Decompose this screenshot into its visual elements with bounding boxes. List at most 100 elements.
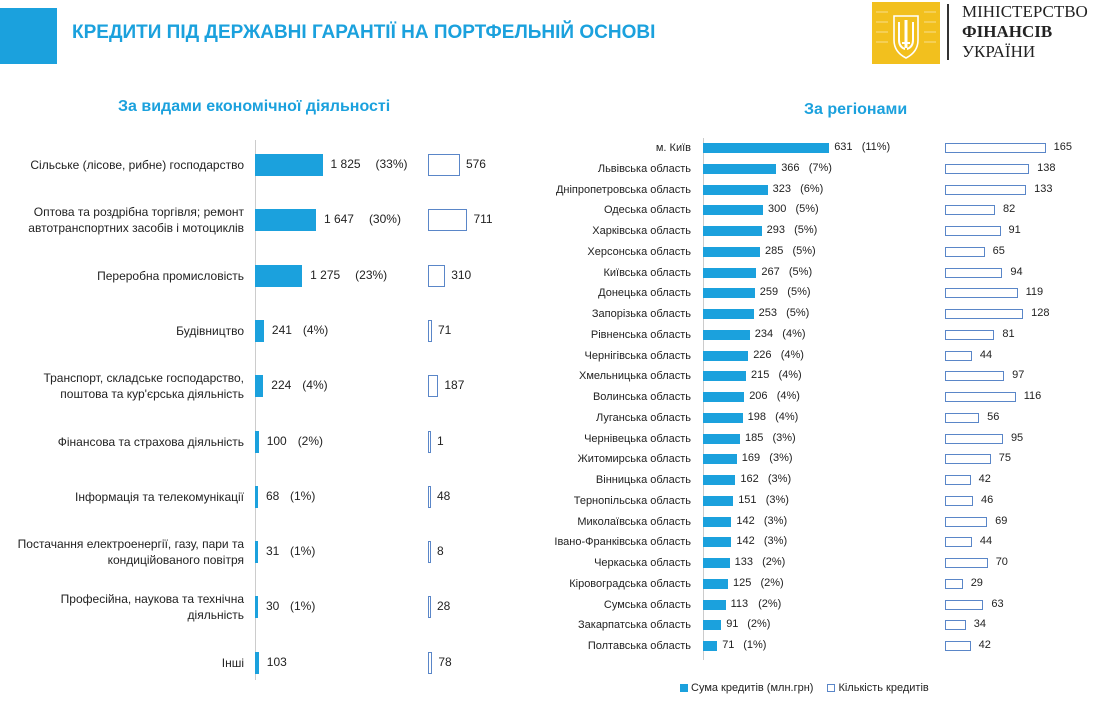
region-count-bar xyxy=(945,329,995,340)
ministry-name: МІНІСТЕРСТВО ФІНАНСІВ УКРАЇНИ xyxy=(962,2,1088,62)
region-sum-value-label: 215 xyxy=(751,369,770,382)
sum-value-label: 1 647 xyxy=(323,212,354,227)
region-count-value-label: 69 xyxy=(995,514,1008,527)
region-sum-value-label: 293 xyxy=(766,224,785,236)
region-share-label: (6%) xyxy=(800,182,824,195)
sum-value-label: 100 xyxy=(266,433,287,448)
category-label: Оптова та роздрібна торгівля; ремонт авт… xyxy=(28,205,244,236)
count-value-label: 71 xyxy=(437,322,452,337)
region-count-bar xyxy=(945,599,984,610)
count-bar xyxy=(428,375,439,398)
region-sum-bar xyxy=(703,392,745,402)
sum-share-label: (2%) xyxy=(297,433,324,448)
region-share-label: (4%) xyxy=(782,327,806,340)
sum-share-label: (33%) xyxy=(375,157,408,171)
legend-count-label: Кількість кредитів xyxy=(838,682,929,694)
region-count-value-label: 81 xyxy=(1002,327,1015,340)
region-count-bar xyxy=(945,226,1001,236)
region-label: Вінницька область xyxy=(595,474,691,486)
region-sum-bar xyxy=(703,371,746,382)
count-value-label: 78 xyxy=(438,654,452,669)
category-label: Сільське (лісове, рибне) господарство xyxy=(30,158,244,172)
region-sum-bar xyxy=(703,475,736,485)
sum-share-label: (23%) xyxy=(355,267,388,282)
region-sum-value-label: 285 xyxy=(765,244,784,257)
region-count-value-label: 42 xyxy=(978,639,991,651)
region-sum-bar xyxy=(703,309,754,319)
region-share-label: (4%) xyxy=(780,348,804,361)
region-sum-bar xyxy=(703,558,730,568)
region-sum-value-label: 323 xyxy=(772,182,791,195)
region-label: Хмельницька область xyxy=(578,370,691,383)
region-count-bar xyxy=(945,641,971,651)
region-sum-bar xyxy=(703,184,768,195)
region-count-value-label: 63 xyxy=(991,597,1004,610)
region-sum-value-label: 142 xyxy=(736,535,755,548)
region-sum-bar xyxy=(703,516,732,527)
region-label: Івано-Франківська область xyxy=(554,536,691,549)
region-share-label: (1%) xyxy=(743,639,767,651)
region-count-value-label: 56 xyxy=(987,410,1000,423)
category-label: Інші xyxy=(221,655,244,670)
region-label: Херсонська область xyxy=(587,245,691,258)
region-count-value-label: 95 xyxy=(1010,431,1024,444)
region-sum-bar xyxy=(703,454,737,465)
region-label: Полтавська область xyxy=(587,640,691,652)
region-count-value-label: 42 xyxy=(978,473,991,485)
region-count-value-label: 94 xyxy=(1010,265,1023,278)
count-bar xyxy=(428,596,431,619)
sum-bar xyxy=(255,264,303,287)
region-sum-bar xyxy=(703,412,743,423)
region-count-bar xyxy=(945,205,996,216)
count-bar xyxy=(428,264,446,287)
region-label: Тернопільська область xyxy=(573,494,691,507)
region-label: м. Київ xyxy=(655,142,691,154)
count-value-label: 576 xyxy=(465,157,486,171)
region-share-label: (5%) xyxy=(787,286,811,299)
sum-bar xyxy=(255,154,323,176)
region-share-label: (5%) xyxy=(792,244,816,257)
sum-value-label: 1 825 xyxy=(330,157,361,171)
region-label: Миколаївська область xyxy=(577,515,691,528)
region-share-label: (11%) xyxy=(861,141,891,153)
region-sum-value-label: 162 xyxy=(740,473,759,485)
region-count-bar xyxy=(945,350,972,361)
region-count-bar xyxy=(945,537,972,548)
region-sum-bar xyxy=(703,641,718,651)
region-sum-value-label: 226 xyxy=(753,348,772,361)
region-label: Кіровоградська область xyxy=(569,577,691,590)
region-sum-value-label: 253 xyxy=(758,307,777,319)
region-count-bar xyxy=(945,288,1018,299)
sum-value-label: 31 xyxy=(266,544,280,559)
region-label: Черкаська область xyxy=(594,557,691,569)
region-count-bar xyxy=(945,578,963,589)
legend-count-swatch xyxy=(827,684,836,692)
region-sum-bar xyxy=(703,537,732,548)
region-sum-bar xyxy=(703,226,762,236)
region-count-value-label: 34 xyxy=(973,618,986,631)
count-value-label: 48 xyxy=(437,488,451,503)
region-sum-value-label: 133 xyxy=(734,556,753,568)
sum-bar xyxy=(255,651,259,674)
count-value-label: 310 xyxy=(451,267,472,282)
region-sum-value-label: 631 xyxy=(834,141,853,153)
region-share-label: (3%) xyxy=(765,493,789,506)
ministry-line-2: ФІНАНСІВ xyxy=(962,22,1053,41)
right-chart-title: За регіонами xyxy=(804,101,908,118)
sum-share-label: (30%) xyxy=(368,212,401,227)
region-count-value-label: 75 xyxy=(998,452,1011,465)
region-label: Дніпропетровська область xyxy=(555,183,691,196)
category-label: Будівництво xyxy=(176,323,244,338)
count-value-label: 187 xyxy=(444,378,465,393)
region-share-label: (3%) xyxy=(763,535,788,548)
region-share-label: (7%) xyxy=(808,161,832,174)
region-sum-value-label: 198 xyxy=(747,410,766,423)
region-share-label: (4%) xyxy=(776,390,800,402)
chart-legend: Сума кредитів (млн.грн) Кількість кредит… xyxy=(680,682,929,694)
region-sum-value-label: 113 xyxy=(730,597,749,610)
count-value-label: 8 xyxy=(437,544,444,559)
region-sum-bar xyxy=(703,620,722,631)
sum-value-label: 1 275 xyxy=(310,267,341,282)
sum-share-label: (4%) xyxy=(302,322,329,337)
sum-bar xyxy=(255,485,258,508)
